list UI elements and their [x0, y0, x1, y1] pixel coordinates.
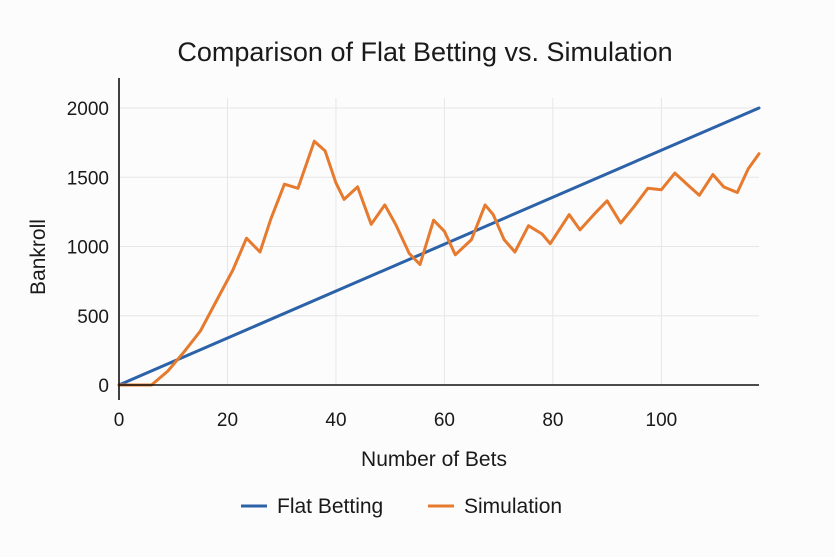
y-tick-label-500: 500	[77, 307, 109, 328]
series-layer	[117, 106, 761, 387]
y-tick-label-0: 0	[98, 376, 109, 397]
series-line-simulation	[117, 139, 761, 387]
x-tick-label-40: 40	[325, 410, 346, 431]
chart-title: Comparison of Flat Betting vs. Simulatio…	[177, 37, 672, 67]
x-tick-label-100: 100	[646, 410, 678, 431]
y-tick-label-2000: 2000	[67, 99, 109, 120]
x-tick-label-0: 0	[114, 410, 125, 431]
legend: Flat Betting Simulation	[241, 495, 562, 518]
y-tick-label-1000: 1000	[67, 238, 109, 259]
x-tick-label-80: 80	[542, 410, 563, 431]
legend-label-simulation: Simulation	[464, 495, 562, 518]
y-tick-label-1500: 1500	[67, 168, 109, 189]
x-tick-label-60: 60	[434, 410, 455, 431]
x-axis-label: Number of Bets	[361, 448, 507, 471]
legend-label-flat-betting: Flat Betting	[277, 495, 383, 518]
axes	[118, 78, 759, 400]
series-line-flat-betting	[117, 106, 761, 387]
y-axis-label: Bankroll	[27, 219, 50, 295]
x-tick-label-20: 20	[217, 410, 238, 431]
